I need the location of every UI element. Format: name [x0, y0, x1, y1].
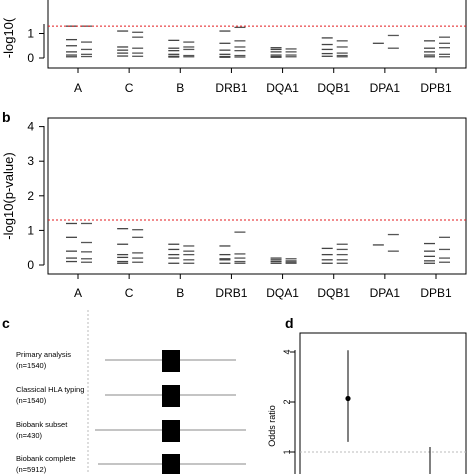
ytick-label: 2: [282, 399, 292, 404]
category-label: A: [74, 81, 82, 95]
category-label: DQB1: [317, 81, 350, 95]
forest-row-label: Primary analysis: [16, 350, 71, 359]
category-label: DQA1: [266, 81, 299, 95]
forest-estimate-box: [162, 420, 180, 442]
panel-b-letter: b: [2, 109, 11, 125]
odds-ratio-point: [345, 395, 351, 402]
category-label: DPA1: [370, 81, 401, 95]
ytick-label: 0: [27, 258, 34, 272]
ytick-label: 1: [27, 223, 34, 237]
forest-row-label: Biobank subset: [16, 420, 68, 429]
ytick-label: 1: [282, 449, 292, 454]
panel-d-letter: d: [285, 315, 294, 331]
category-label: DPA1: [370, 286, 401, 300]
forest-row-n: (n=430): [16, 431, 43, 440]
forest-row-n: (n=5912): [16, 465, 47, 474]
panel-b-frame: [47, 117, 467, 275]
panel-b-ylabel: -log10(p-value): [1, 152, 16, 239]
panel-d: d Odds ratio 1 2 4: [267, 315, 467, 474]
category-label: DRB1: [215, 286, 247, 300]
forest-row-label: Biobank complete: [16, 454, 76, 463]
forest-estimate-box: [162, 350, 180, 372]
panel-a: -log10( 0 1 A C B DRB1 DQA1 DQB1 DPA1 DPB1: [1, 0, 467, 95]
ytick-label: 4: [27, 120, 34, 134]
panel-a-frame: [47, 0, 467, 69]
ytick-label: 2: [27, 189, 34, 203]
panel-d-ylabel: Odds ratio: [267, 405, 277, 447]
category-label: A: [74, 286, 82, 300]
forest-row-label: Classical HLA typing: [16, 385, 84, 394]
panel-c-letter: c: [2, 315, 10, 331]
category-label: DQB1: [317, 286, 350, 300]
panel-b: b -log10(p-value) 0 1 2 3 4 A C B DRB1 DQA1 DQB1 D…: [1, 109, 467, 300]
category-label: C: [125, 81, 134, 95]
panel-a-ylabel: -log10(: [1, 17, 16, 58]
ytick-label: 1: [27, 27, 34, 41]
category-label: DRB1: [215, 81, 247, 95]
category-label: B: [176, 81, 184, 95]
ytick-label: 4: [282, 349, 292, 354]
forest-estimate-box: [162, 454, 180, 474]
panel-c: c Primary analysis (n=1540) Classical HLA …: [2, 310, 246, 474]
forest-row-n: (n=1540): [16, 396, 47, 405]
category-label: DQA1: [266, 286, 299, 300]
forest-row-n: (n=1540): [16, 361, 47, 370]
ytick-label: 3: [27, 154, 34, 168]
category-label: B: [176, 286, 184, 300]
category-label: DPB1: [420, 286, 452, 300]
category-label: DPB1: [420, 81, 452, 95]
panel-d-frame: [299, 332, 467, 474]
ytick-label: 0: [27, 51, 34, 65]
category-label: C: [125, 286, 134, 300]
forest-estimate-box: [162, 385, 180, 407]
